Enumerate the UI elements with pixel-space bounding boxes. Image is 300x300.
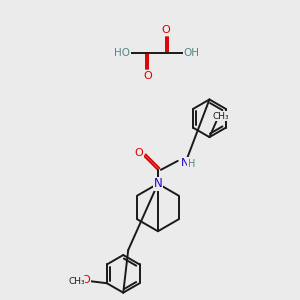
Text: CH₃: CH₃	[212, 112, 229, 121]
Text: N: N	[154, 177, 162, 190]
Text: OH: OH	[184, 48, 200, 58]
Text: H: H	[188, 159, 195, 169]
Text: N: N	[181, 158, 189, 168]
Text: O: O	[144, 71, 152, 81]
Text: HO: HO	[114, 48, 130, 58]
Text: CH₃: CH₃	[68, 277, 85, 286]
Text: O: O	[135, 148, 143, 158]
Text: O: O	[161, 25, 170, 35]
Text: O: O	[82, 275, 91, 285]
